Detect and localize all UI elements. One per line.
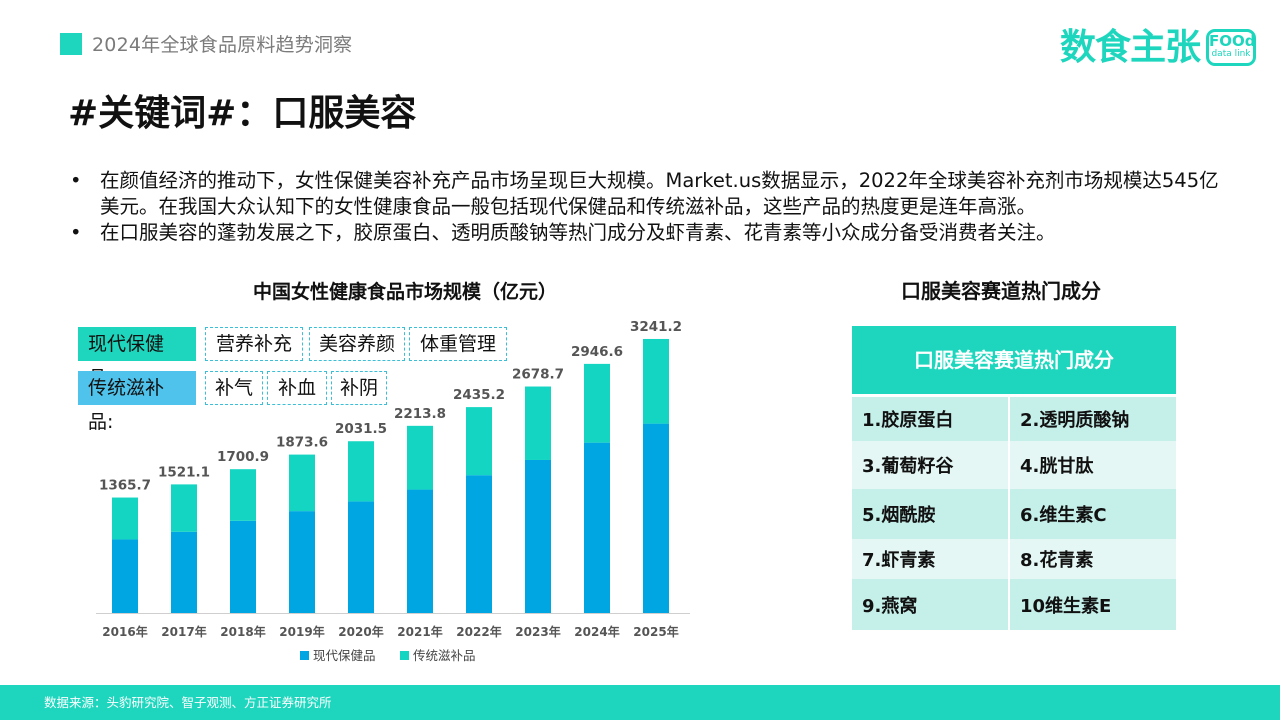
bar-total-label: 3241.2: [630, 319, 682, 335]
bar-segment-traditional: [171, 484, 197, 532]
ingredient-cell: 10维生素E: [1010, 579, 1176, 630]
footer-bar: 数据来源：头豹研究院、智子观测、方正证券研究所: [0, 685, 1280, 720]
legend-label: 传统滋补品: [413, 648, 476, 663]
ingredients-table-header: 口服美容赛道热门成分: [852, 326, 1176, 397]
bar-segment-modern: [289, 511, 315, 613]
bar-segment-traditional: [348, 441, 374, 502]
traditional-tonic-label: 传统滋补品:: [78, 371, 196, 433]
legend-swatch: [300, 651, 309, 660]
table-row: 9.燕窝 10维生素E: [852, 579, 1176, 630]
bar-segment-traditional: [289, 454, 315, 512]
bar-segment-modern: [525, 459, 551, 613]
modern-tag-beauty: 美容养颜: [309, 327, 405, 361]
logo-text-cn: 数食主张: [1060, 27, 1201, 68]
bar-segment-traditional: [230, 469, 256, 521]
logo-badge: FOOd data link: [1206, 29, 1256, 66]
bullet-item: • 在颜值经济的推动下，女性保健美容补充产品市场呈现巨大规模。Market.us数…: [70, 168, 1230, 220]
table-row: 7.虾青素 8.花青素: [852, 539, 1176, 579]
x-tick-label: 2020年: [338, 624, 383, 639]
x-tick-label: 2016年: [102, 624, 147, 639]
x-tick-label: 2023年: [515, 624, 560, 639]
bullet-marker: •: [70, 169, 82, 192]
ingredient-cell: 7.虾青素: [852, 539, 1010, 579]
ingredient-cell: 1.胶原蛋白: [852, 397, 1010, 441]
chart-title: 中国女性健康食品市场规模（亿元）: [252, 281, 557, 303]
x-tick-label: 2019年: [279, 624, 324, 639]
traditional-tag-blood: 补血: [267, 371, 327, 405]
bar-segment-traditional: [112, 497, 138, 540]
ingredient-cell: 8.花青素: [1010, 539, 1176, 579]
ingredient-cell: 3.葡萄籽谷: [852, 441, 1010, 489]
x-tick-label: 2024年: [574, 624, 619, 639]
ingredients-section-title: 口服美容赛道热门成分: [901, 279, 1101, 303]
data-source-note: 数据来源：头豹研究院、智子观测、方正证券研究所: [44, 695, 332, 710]
bar-segment-traditional: [643, 338, 669, 424]
bullet-text: 在颜值经济的推动下，女性保健美容补充产品市场呈现巨大规模。Market.us数据…: [100, 169, 1219, 218]
bar-segment-traditional: [466, 407, 492, 476]
x-tick-label: 2018年: [220, 624, 265, 639]
header-accent-square: [60, 33, 82, 55]
legend-swatch: [400, 651, 409, 660]
table-row: 1.胶原蛋白 2.透明质酸钠: [852, 397, 1176, 441]
bar-total-label: 2946.6: [571, 344, 623, 360]
table-row: 3.葡萄籽谷 4.胱甘肽: [852, 441, 1176, 489]
bullet-item: • 在口服美容的蓬勃发展之下，胶原蛋白、透明质酸钠等热门成分及虾青素、花青素等小众…: [70, 220, 1230, 246]
modern-health-label: 现代保健品:: [78, 327, 196, 389]
traditional-tag-yin: 补阴: [331, 371, 387, 405]
bar-total-label: 1365.7: [99, 478, 151, 494]
bar-segment-traditional: [525, 386, 551, 460]
bar-segment-modern: [171, 531, 197, 613]
logo-text-en-top: FOOd: [1209, 32, 1256, 50]
bullet-marker: •: [70, 221, 82, 244]
traditional-tag-qi: 补气: [205, 371, 263, 405]
bar-segment-modern: [348, 501, 374, 613]
bar-total-label: 2678.7: [512, 367, 564, 383]
x-tick-label: 2021年: [397, 624, 442, 639]
bar-segment-modern: [584, 442, 610, 613]
bar-total-label: 2031.5: [335, 421, 387, 437]
page-title: #关键词#：口服美容: [68, 93, 417, 134]
modern-tag-nutrition: 营养补充: [205, 327, 303, 361]
ingredient-cell: 6.维生素C: [1010, 489, 1176, 539]
bar-total-label: 1873.6: [276, 435, 328, 451]
modern-tag-weight: 体重管理: [409, 327, 507, 361]
ingredient-cell: 5.烟酰胺: [852, 489, 1010, 539]
bar-total-label: 2435.2: [453, 387, 505, 403]
legend-label: 现代保健品: [313, 648, 376, 663]
bar-segment-modern: [407, 489, 433, 613]
bar-segment-modern: [112, 539, 138, 613]
bullet-list: • 在颜值经济的推动下，女性保健美容补充产品市场呈现巨大规模。Market.us数…: [70, 168, 1230, 246]
x-tick-label: 2022年: [456, 624, 501, 639]
bar-total-label: 1700.9: [217, 449, 269, 465]
bar-total-label: 1521.1: [158, 464, 210, 480]
ingredients-table: 口服美容赛道热门成分 1.胶原蛋白 2.透明质酸钠 3.葡萄籽谷 4.胱甘肽 5…: [852, 326, 1176, 630]
bar-segment-modern: [466, 475, 492, 613]
bar-segment-modern: [230, 520, 256, 613]
ingredient-cell: 4.胱甘肽: [1010, 441, 1176, 489]
bar-total-label: 2213.8: [394, 406, 446, 422]
x-tick-label: 2017年: [161, 624, 206, 639]
bullet-text: 在口服美容的蓬勃发展之下，胶原蛋白、透明质酸钠等热门成分及虾青素、花青素等小众成…: [100, 221, 1056, 244]
ingredient-cell: 9.燕窝: [852, 579, 1010, 630]
table-row: 5.烟酰胺 6.维生素C: [852, 489, 1176, 539]
bar-segment-traditional: [407, 425, 433, 490]
ingredient-cell: 2.透明质酸钠: [1010, 397, 1176, 441]
logo-text-en-bottom: data link: [1211, 49, 1251, 59]
bar-segment-modern: [643, 423, 669, 613]
x-tick-label: 2025年: [633, 624, 678, 639]
header-title: 2024年全球食品原料趋势洞察: [92, 34, 353, 56]
bar-segment-traditional: [584, 363, 610, 443]
